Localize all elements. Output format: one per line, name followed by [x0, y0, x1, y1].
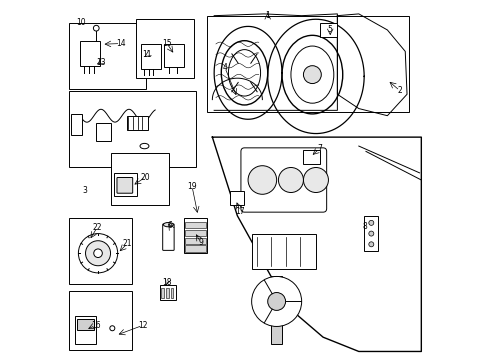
Text: 20: 20 [141, 173, 150, 182]
Circle shape [85, 241, 110, 266]
Circle shape [278, 167, 303, 193]
Bar [165, 288, 168, 298]
Ellipse shape [140, 143, 149, 149]
Text: 11: 11 [142, 50, 152, 59]
Text: 13: 13 [96, 58, 105, 67]
Bar [183, 217, 206, 253]
Text: 16: 16 [91, 321, 100, 330]
FancyBboxPatch shape [185, 222, 205, 228]
Bar [110, 153, 169, 205]
Text: 2: 2 [397, 86, 402, 95]
FancyBboxPatch shape [185, 230, 205, 236]
Bar [319, 23, 337, 37]
Bar [77, 319, 94, 330]
Circle shape [94, 249, 102, 257]
Text: 22: 22 [92, 222, 102, 231]
Text: 9: 9 [198, 238, 203, 247]
Text: 3: 3 [82, 185, 87, 194]
Bar [161, 288, 164, 298]
Circle shape [368, 220, 373, 225]
FancyBboxPatch shape [117, 177, 132, 193]
Bar [69, 291, 132, 350]
Bar [69, 91, 196, 167]
Bar [271, 276, 282, 344]
Circle shape [368, 242, 373, 247]
Bar [230, 191, 244, 205]
Polygon shape [337, 14, 406, 116]
Text: 1: 1 [265, 11, 269, 20]
Bar [126, 116, 148, 130]
Text: 19: 19 [187, 181, 196, 190]
Circle shape [267, 293, 285, 310]
Circle shape [78, 234, 118, 273]
Text: 12: 12 [138, 321, 147, 330]
Circle shape [110, 326, 115, 331]
Bar [69, 23, 146, 89]
Bar [75, 316, 96, 344]
Text: 18: 18 [162, 278, 171, 287]
Text: 14: 14 [116, 39, 125, 48]
Circle shape [303, 66, 321, 84]
Bar [170, 288, 173, 298]
Circle shape [93, 25, 99, 31]
Bar [69, 217, 132, 284]
Text: 4: 4 [222, 63, 227, 72]
FancyBboxPatch shape [241, 148, 326, 212]
Bar [96, 123, 110, 141]
Bar [80, 41, 100, 66]
Bar [251, 234, 315, 269]
Circle shape [251, 276, 301, 327]
Circle shape [247, 166, 276, 194]
Text: 17: 17 [235, 207, 244, 216]
Bar [160, 285, 176, 300]
Text: 7: 7 [316, 144, 321, 153]
Circle shape [368, 231, 373, 236]
Bar [141, 44, 160, 69]
FancyBboxPatch shape [185, 246, 205, 252]
Polygon shape [212, 137, 421, 351]
Ellipse shape [163, 222, 173, 227]
Bar [71, 114, 82, 135]
Circle shape [303, 167, 328, 193]
FancyBboxPatch shape [163, 224, 174, 250]
Text: 8: 8 [362, 222, 367, 231]
Text: 10: 10 [76, 18, 86, 27]
Bar [364, 216, 378, 251]
Text: 5: 5 [327, 26, 332, 35]
Text: 6: 6 [167, 221, 172, 230]
Bar [135, 19, 194, 78]
Text: 15: 15 [162, 39, 171, 48]
Bar [303, 150, 319, 164]
FancyBboxPatch shape [185, 238, 205, 244]
Bar [206, 16, 408, 112]
Bar [114, 173, 137, 196]
Text: 21: 21 [122, 239, 132, 248]
Bar [164, 44, 183, 67]
